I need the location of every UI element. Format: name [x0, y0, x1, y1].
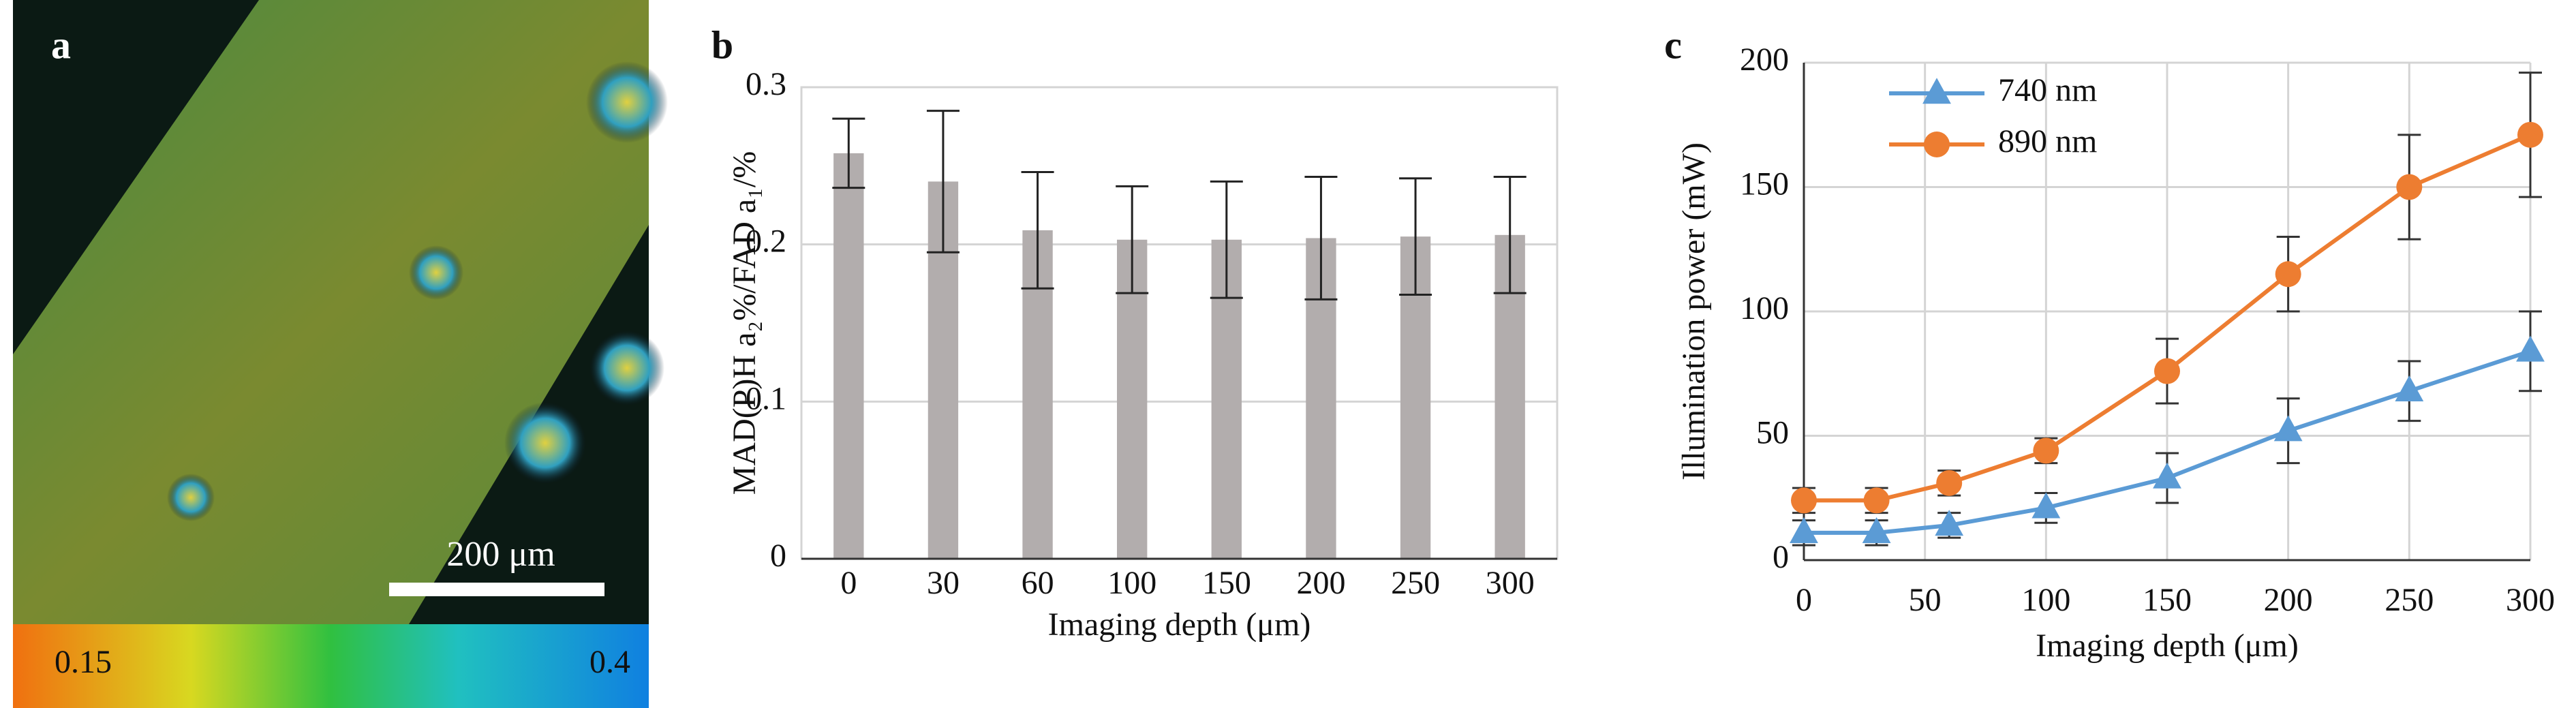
- data-point: [2396, 174, 2423, 200]
- x-tick-label: 100: [2021, 582, 2070, 618]
- x-tick-label: 150: [1202, 565, 1251, 601]
- data-point: [2153, 462, 2181, 489]
- x-axis-label: Imaging depth (μm): [2036, 628, 2299, 664]
- x-tick-label: 50: [1909, 582, 1942, 618]
- legend-marker: [1924, 132, 1950, 157]
- x-tick-label: 0: [1796, 582, 1812, 618]
- data-point: [1936, 470, 1963, 496]
- cell: [167, 474, 215, 521]
- cell: [409, 245, 463, 300]
- bar: [833, 153, 864, 559]
- cell: [504, 402, 586, 484]
- scale-bar: [389, 583, 604, 596]
- data-point: [1790, 517, 1818, 544]
- scale-bar-label: 200 μm: [446, 535, 555, 574]
- colorbar-label: 0.4: [589, 644, 630, 680]
- y-tick-label: 0.2: [746, 224, 786, 260]
- cell: [589, 330, 664, 405]
- x-tick-label: 150: [2143, 582, 2192, 618]
- y-tick-label: 200: [1740, 42, 1789, 78]
- x-tick-label: 250: [1391, 565, 1440, 601]
- legend-label: 740 nm: [1998, 72, 2097, 108]
- x-tick-label: 200: [1296, 565, 1345, 601]
- x-tick-label: 100: [1107, 565, 1156, 601]
- data-point: [2154, 358, 2180, 384]
- x-axis-label: Imaging depth (μm): [1048, 606, 1311, 643]
- cell: [586, 61, 668, 143]
- panel-label: b: [711, 22, 733, 67]
- data-point: [2033, 437, 2059, 464]
- panel-label: a: [51, 22, 71, 67]
- x-tick-label: 0: [840, 565, 857, 601]
- legend-label: 890 nm: [1998, 123, 2097, 159]
- data-point: [2517, 121, 2543, 148]
- colorbar: [13, 624, 649, 708]
- data-point: [1863, 487, 1890, 514]
- data-point: [2275, 261, 2301, 288]
- data-point: [1862, 517, 1891, 544]
- y-tick-label: 0.3: [746, 66, 786, 102]
- y-tick-label: 0: [1773, 539, 1789, 575]
- plot-frame: [800, 86, 1559, 560]
- x-tick-label: 200: [2264, 582, 2313, 618]
- x-tick-label: 250: [2385, 582, 2434, 618]
- data-point: [2516, 335, 2545, 362]
- x-tick-label: 30: [927, 565, 960, 601]
- x-tick-label: 60: [1022, 565, 1054, 601]
- data-point: [2273, 415, 2303, 442]
- panel-a: a 200 μm 0.15 0.4: [13, 0, 668, 708]
- panel-label: c: [1664, 22, 1682, 67]
- legend-marker: [1922, 78, 1951, 104]
- y-tick-label: 0: [770, 538, 786, 574]
- tissue-band: [13, 0, 649, 624]
- y-tick-label: 150: [1740, 166, 1789, 202]
- y-axis-label: Illumination power (mW): [1676, 142, 1712, 480]
- series-line: [1804, 349, 2531, 535]
- y-tick-label: 50: [1756, 415, 1789, 451]
- y-tick-label: 100: [1740, 290, 1789, 326]
- y-axis-label: MAD(P)H a₂%/FAD a₁/%: [726, 151, 763, 495]
- data-point: [1935, 510, 1964, 536]
- x-tick-label: 300: [2506, 582, 2555, 618]
- data-point: [2031, 492, 2061, 519]
- colorbar-label: 0.15: [55, 644, 112, 680]
- data-point: [2395, 375, 2424, 401]
- y-tick-label: 0.1: [746, 380, 786, 416]
- x-tick-label: 300: [1486, 565, 1535, 601]
- data-point: [1791, 487, 1817, 514]
